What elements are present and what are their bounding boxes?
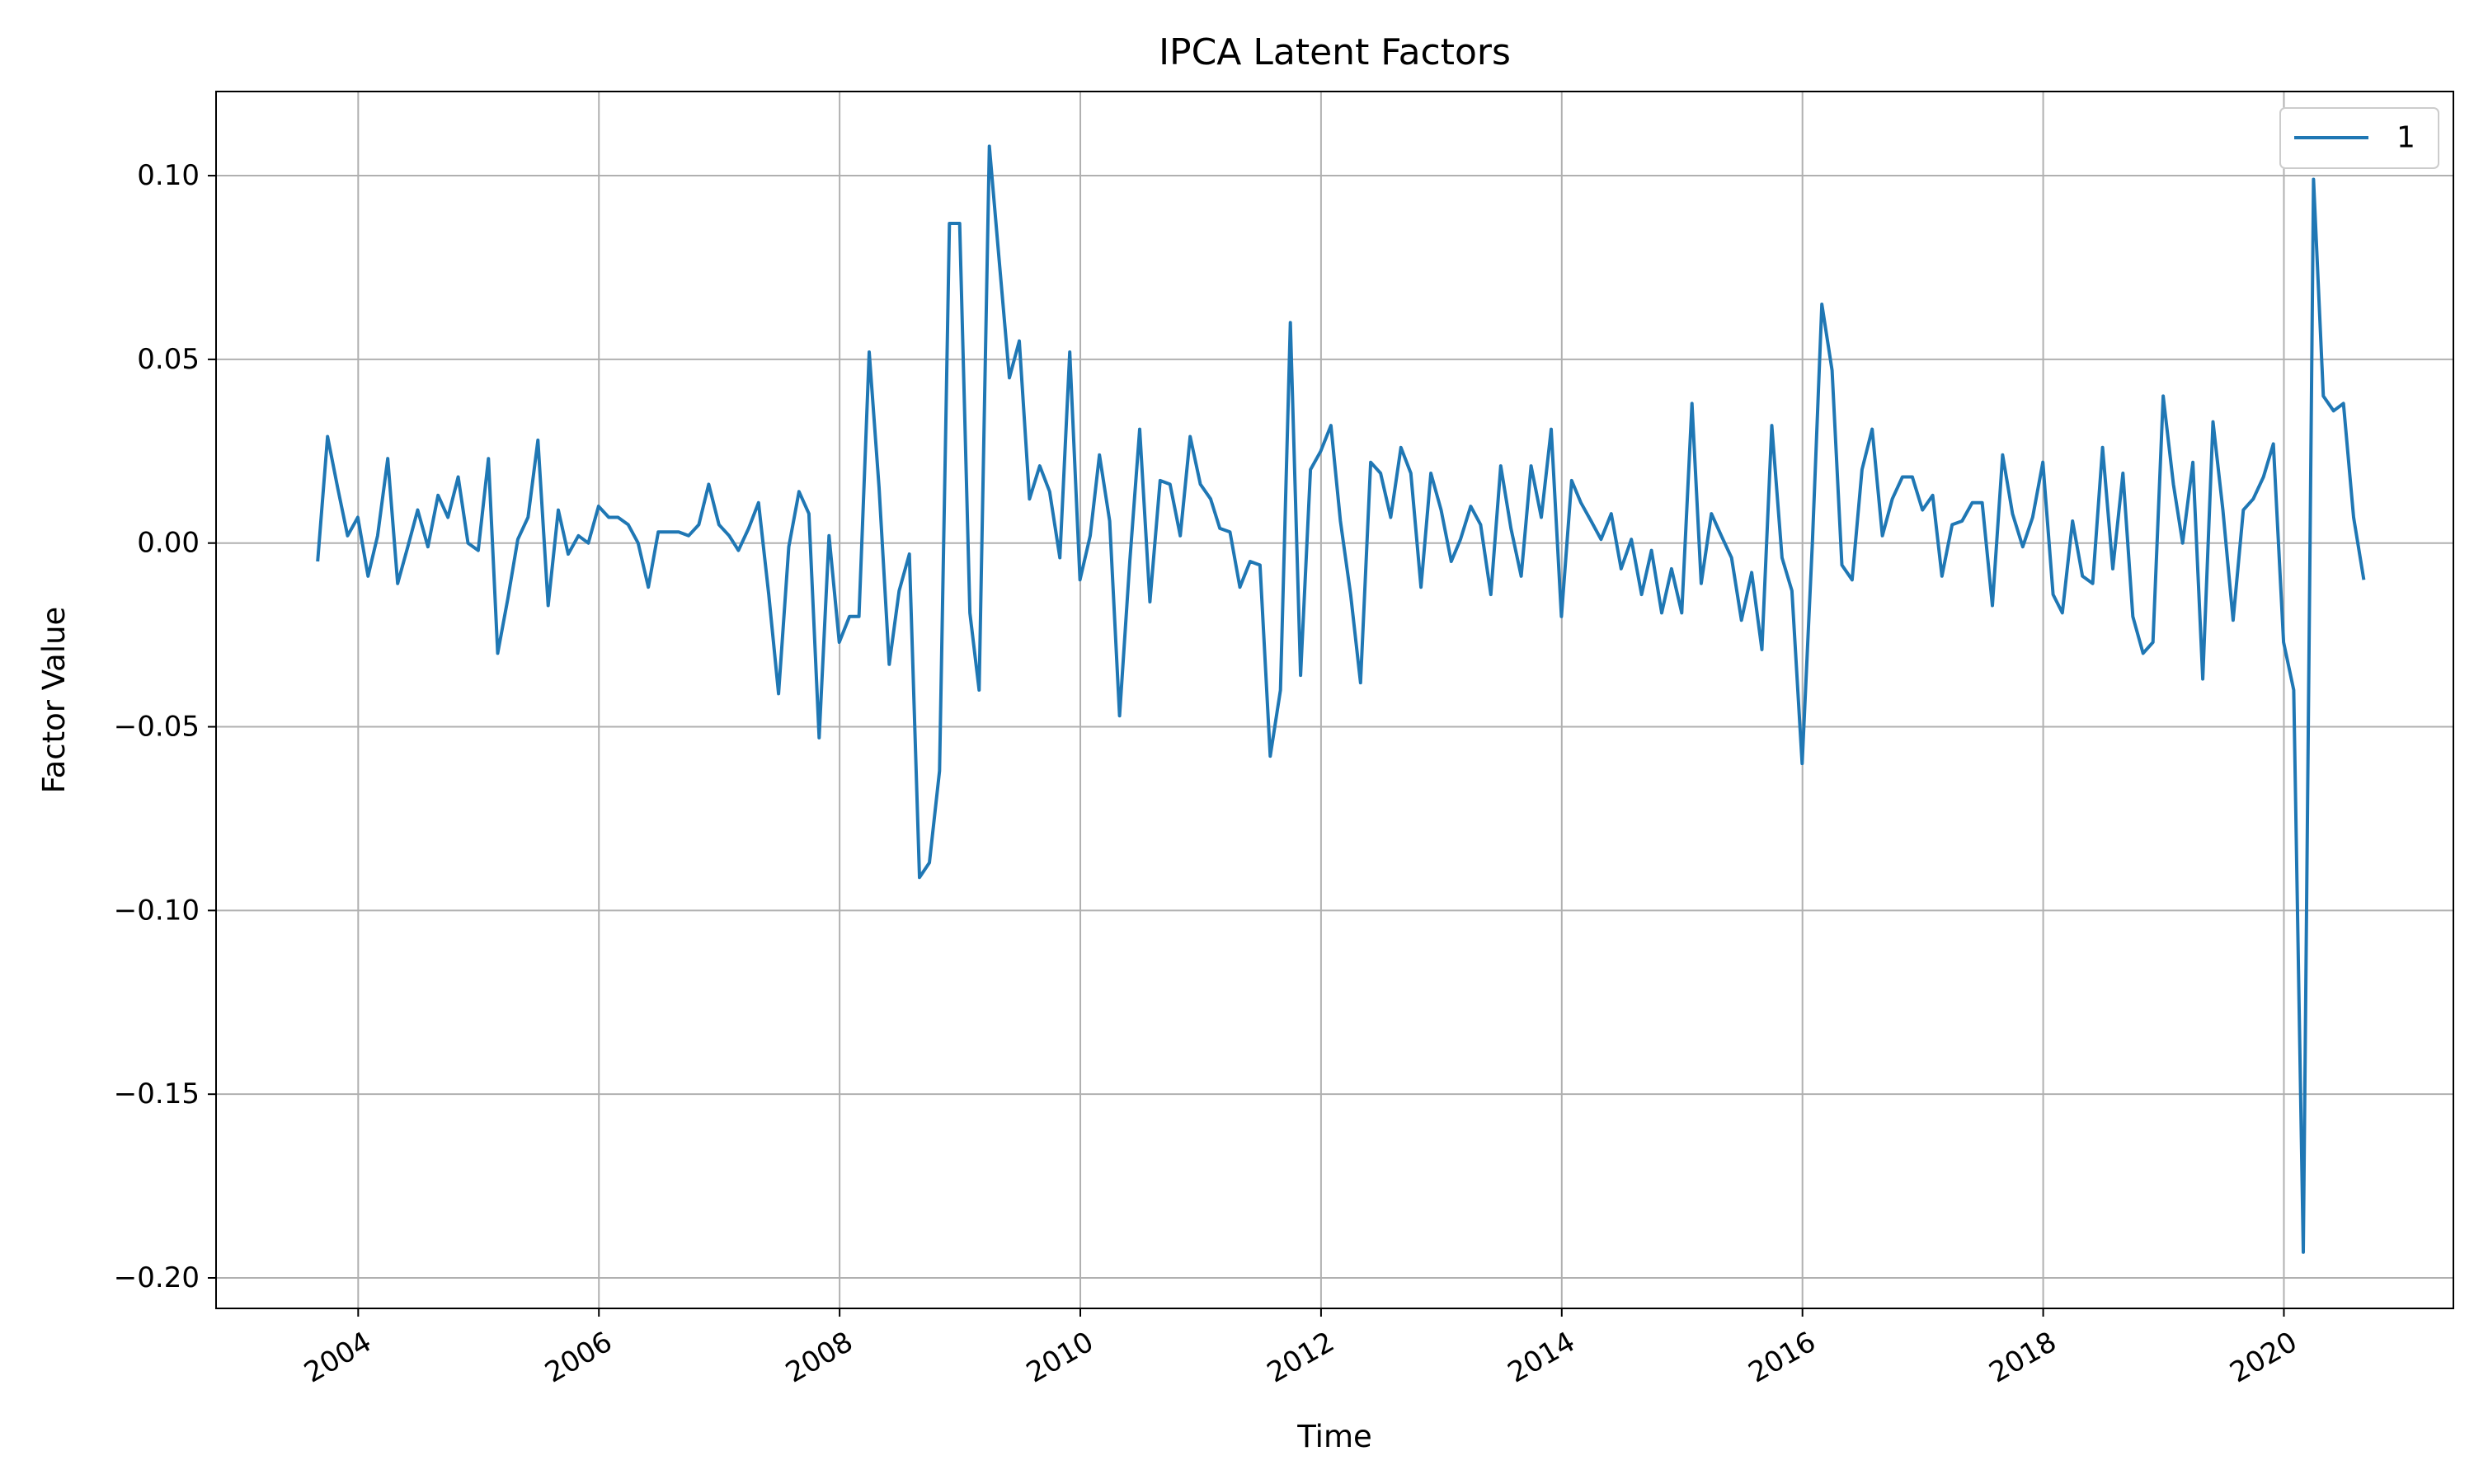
- y-tick-label: 0.05: [137, 343, 200, 376]
- series-line: [316, 144, 2366, 1254]
- y-tick-label: −0.05: [114, 711, 200, 744]
- legend: 1: [2279, 107, 2439, 169]
- chart-title: IPCA Latent Factors: [1159, 31, 1511, 73]
- legend-label: 1: [2396, 121, 2415, 155]
- plot-frame: [215, 91, 2454, 1309]
- y-tick-label: −0.20: [114, 1261, 200, 1294]
- y-axis-label: Factor Value: [36, 607, 72, 794]
- y-tick-label: 0.10: [137, 159, 200, 192]
- y-tick-label: −0.10: [114, 894, 200, 927]
- y-tick-label: 0.00: [137, 527, 200, 560]
- x-axis-label: Time: [1296, 1419, 1372, 1454]
- y-tick-label: −0.15: [114, 1078, 200, 1111]
- series-layer: [316, 144, 2366, 1254]
